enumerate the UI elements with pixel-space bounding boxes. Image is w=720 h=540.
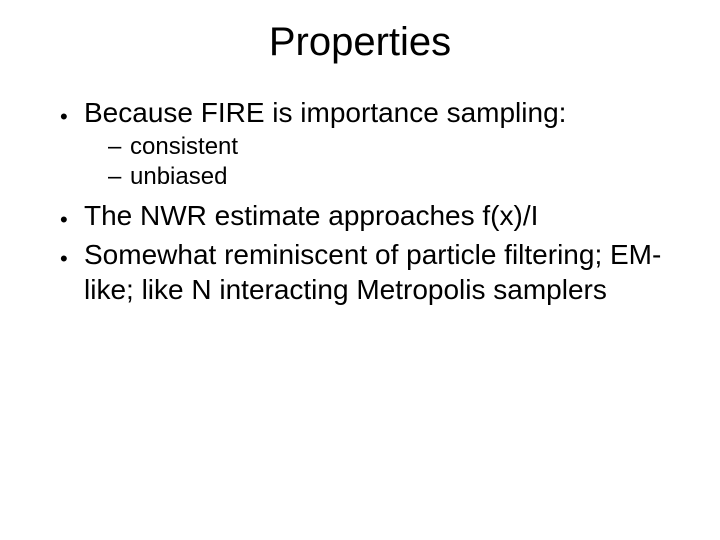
list-item: The NWR estimate approaches f(x)/I <box>60 198 680 233</box>
list-item: Somewhat reminiscent of particle filteri… <box>60 237 680 307</box>
bullet-icon <box>60 237 84 272</box>
bullet-icon <box>60 95 84 130</box>
dash-icon <box>108 162 130 192</box>
bullet-row: The NWR estimate approaches f(x)/I <box>60 198 680 233</box>
sub-list: consistent unbiased <box>60 132 680 192</box>
bullet-icon <box>60 198 84 233</box>
list-item: unbiased <box>108 162 680 192</box>
bullet-text: consistent <box>130 132 680 162</box>
bullet-row: Somewhat reminiscent of particle filteri… <box>60 237 680 307</box>
slide-title: Properties <box>0 20 720 65</box>
bullet-list: Because FIRE is importance sampling: con… <box>60 95 680 307</box>
slide: Properties Because FIRE is importance sa… <box>0 0 720 540</box>
dash-icon <box>108 132 130 162</box>
list-item: Because FIRE is importance sampling: con… <box>60 95 680 192</box>
bullet-text: unbiased <box>130 162 680 192</box>
slide-content: Because FIRE is importance sampling: con… <box>0 95 720 307</box>
bullet-row: Because FIRE is importance sampling: <box>60 95 680 130</box>
bullet-text: Somewhat reminiscent of particle filteri… <box>84 237 680 307</box>
bullet-text: The NWR estimate approaches f(x)/I <box>84 198 680 233</box>
bullet-text: Because FIRE is importance sampling: <box>84 95 680 130</box>
list-item: consistent <box>108 132 680 162</box>
